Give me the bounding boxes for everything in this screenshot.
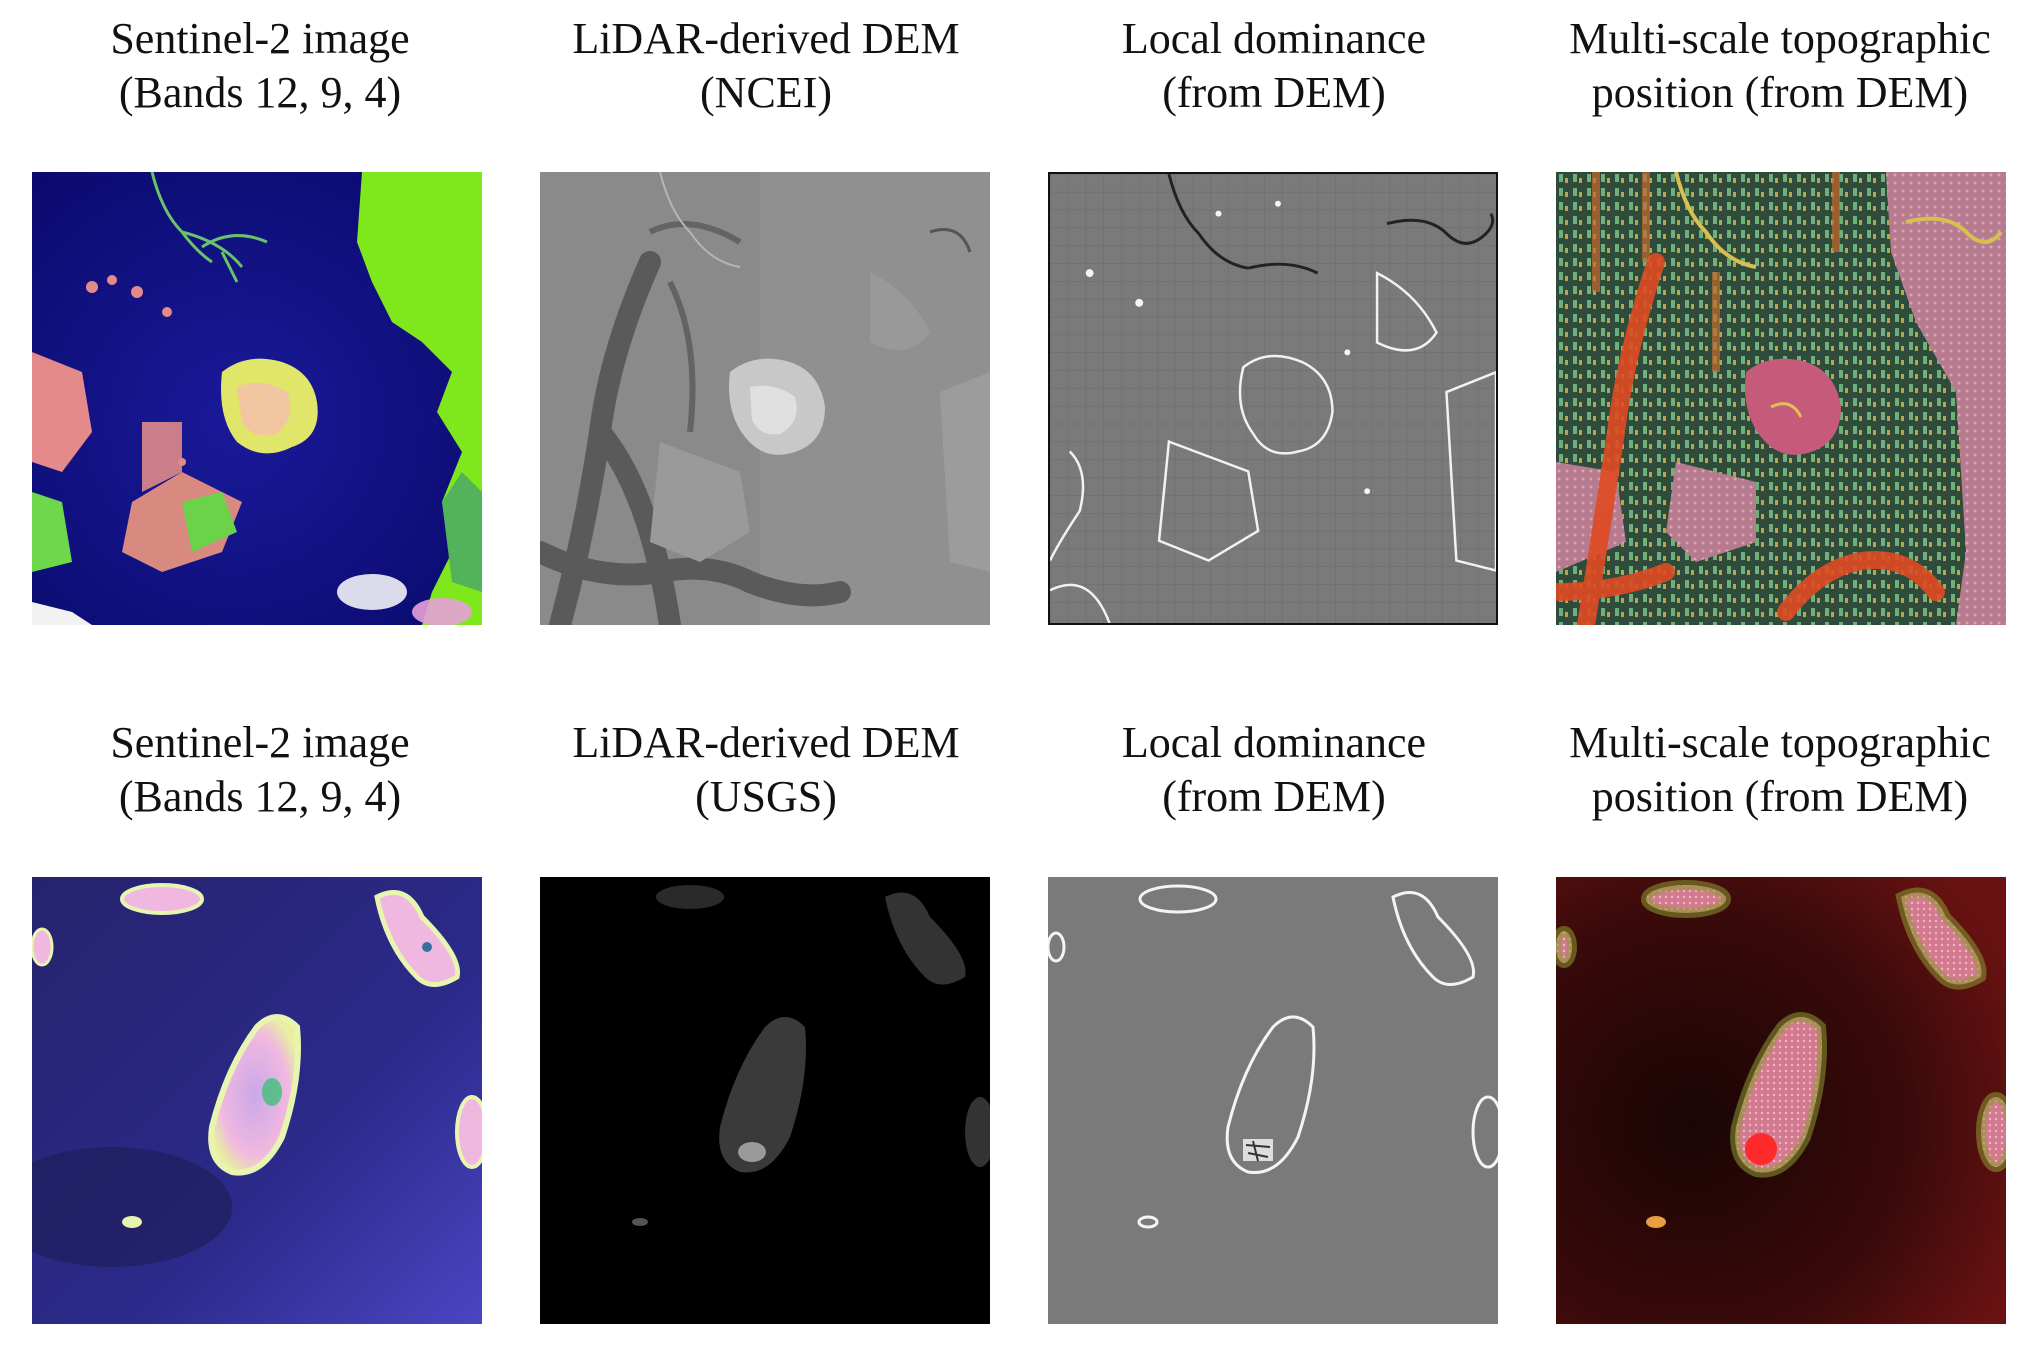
caption-r1-sentinel: Sentinel-2 image (Bands 12, 9, 4) — [110, 14, 410, 117]
caption-r2-sentinel: Sentinel-2 image (Bands 12, 9, 4) — [110, 718, 410, 821]
panel-r2-local-dominance — [1048, 877, 1498, 1324]
panel-r2-sentinel-image — [32, 877, 482, 1324]
caption-r2-topographic-position: Multi-scale topographic position (from D… — [1569, 718, 1991, 821]
caption-r2-local-dominance: Local dominance (from DEM) — [1121, 718, 1427, 821]
caption-r1-dem: LiDAR-derived DEM (NCEI) — [572, 14, 960, 117]
panel-r1-lidar-dem-ncei — [540, 172, 990, 625]
caption-r2-dem: LiDAR-derived DEM (USGS) — [572, 718, 960, 821]
panel-r2-lidar-dem-usgs — [540, 877, 990, 1324]
panel-r2-topographic-position — [1556, 877, 2006, 1324]
panel-r1-sentinel-image — [32, 172, 482, 625]
caption-r1-topographic-position: Multi-scale topographic position (from D… — [1569, 14, 1991, 117]
panel-r1-topographic-position — [1556, 172, 2006, 625]
panel-r1-local-dominance — [1048, 172, 1498, 625]
caption-r1-local-dominance: Local dominance (from DEM) — [1121, 14, 1427, 117]
